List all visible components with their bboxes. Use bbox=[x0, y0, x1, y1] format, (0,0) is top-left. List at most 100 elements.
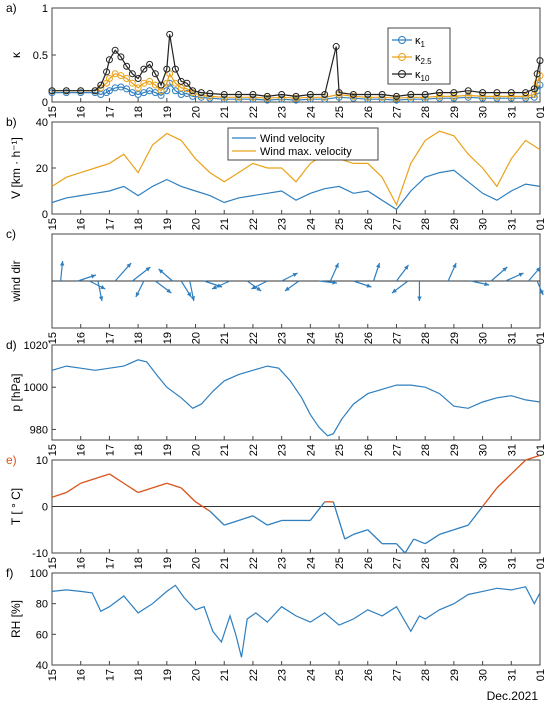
wind-arrow-head bbox=[417, 296, 422, 301]
x-tick-label: 31 bbox=[506, 106, 518, 118]
x-tick-label: 28 bbox=[420, 444, 432, 456]
x-tick-label: 17 bbox=[104, 669, 116, 681]
data-point bbox=[536, 57, 544, 65]
wind-arrow-head bbox=[366, 283, 372, 288]
wind-arrow-head bbox=[292, 273, 298, 277]
wind-arrow-head bbox=[135, 292, 140, 297]
series-line bbox=[51, 169, 541, 211]
series-segment bbox=[453, 524, 469, 531]
data-point bbox=[197, 89, 205, 97]
x-tick-label: 18 bbox=[133, 557, 145, 569]
data-point bbox=[533, 79, 541, 87]
series-segment bbox=[123, 482, 139, 494]
series-segment bbox=[309, 501, 326, 521]
x-tick-label: 15 bbox=[47, 444, 59, 456]
y-axis-label: wind dir bbox=[9, 260, 23, 302]
x-tick-label: 27 bbox=[391, 444, 403, 456]
panel-letter: f) bbox=[6, 566, 13, 580]
legend-label: κ2.5 bbox=[415, 52, 432, 66]
legend-label: κ10 bbox=[415, 69, 430, 83]
data-point bbox=[105, 75, 113, 82]
series-segment bbox=[51, 491, 67, 498]
data-point bbox=[436, 92, 444, 100]
wind-arrow-head bbox=[256, 286, 262, 291]
series-segment bbox=[353, 529, 368, 536]
data-point bbox=[292, 94, 300, 102]
y-tick-label: 20 bbox=[36, 163, 48, 175]
wind-arrow-head bbox=[518, 272, 524, 277]
series-line bbox=[51, 359, 541, 437]
x-tick-label: 29 bbox=[449, 444, 461, 456]
data-point bbox=[77, 89, 85, 97]
x-tick-label: 31 bbox=[506, 557, 518, 569]
data-point bbox=[105, 56, 113, 64]
x-tick-label: 17 bbox=[104, 106, 116, 118]
x-tick-label: 21 bbox=[219, 218, 231, 230]
panel-letter: c) bbox=[6, 227, 16, 241]
x-tick-label: 29 bbox=[449, 218, 461, 230]
data-point bbox=[306, 90, 314, 98]
wind-arrow-head bbox=[186, 292, 192, 297]
data-point bbox=[171, 87, 179, 95]
series-segment bbox=[180, 487, 196, 503]
x-tick-label: 23 bbox=[277, 557, 289, 569]
data-point bbox=[292, 96, 300, 104]
y-tick-label: 60 bbox=[36, 629, 48, 641]
data-point bbox=[263, 94, 271, 102]
data-point bbox=[235, 90, 243, 98]
data-point bbox=[392, 94, 400, 102]
x-tick-label: 18 bbox=[133, 332, 145, 344]
x-tick-label: 24 bbox=[305, 218, 317, 230]
x-tick-label: 20 bbox=[191, 106, 203, 118]
x-tick-label: 20 bbox=[191, 218, 203, 230]
legend-marker bbox=[398, 53, 406, 61]
data-point bbox=[123, 62, 131, 70]
data-point bbox=[464, 87, 472, 95]
x-tick-label: 21 bbox=[219, 669, 231, 681]
plot-frame bbox=[51, 344, 541, 441]
x-tick-label: 16 bbox=[76, 218, 88, 230]
x-tick-label: 26 bbox=[363, 557, 375, 569]
x-tick-label: 27 bbox=[391, 106, 403, 118]
series-segment bbox=[224, 519, 239, 526]
x-tick-label: 22 bbox=[248, 332, 260, 344]
wind-arrow-head bbox=[211, 285, 217, 290]
wind-arrow-head bbox=[502, 267, 508, 272]
y-axis-label: V [km · h⁻¹] bbox=[9, 137, 23, 199]
panel-letter: b) bbox=[6, 115, 17, 129]
data-point bbox=[249, 95, 257, 103]
data-point bbox=[349, 90, 357, 98]
data-point bbox=[111, 46, 119, 54]
panel-6: f) RH [%] 40 60 80 100 15 16 17 18 19 20 21 22 23 24 25 2… bbox=[6, 566, 547, 681]
series-segment bbox=[482, 487, 498, 507]
panel-1: a) κ 0 0.5 1 15 16 17 18 19 20 21 22 23 24 25 26 27 28 29 30… bbox=[6, 1, 547, 118]
data-point bbox=[407, 95, 415, 103]
data-point bbox=[421, 90, 429, 98]
data-point bbox=[421, 95, 429, 103]
wind-arrow-head bbox=[404, 265, 409, 270]
data-point bbox=[157, 91, 165, 99]
x-tick-label: 27 bbox=[391, 332, 403, 344]
x-tick-label: 28 bbox=[420, 669, 432, 681]
x-tick-label: 25 bbox=[334, 669, 346, 681]
data-point bbox=[263, 96, 271, 104]
x-tick-label: 17 bbox=[104, 557, 116, 569]
series-segment bbox=[525, 454, 541, 461]
data-point bbox=[364, 95, 372, 103]
x-tick-label: 24 bbox=[305, 557, 317, 569]
x-tick-label: 16 bbox=[76, 669, 88, 681]
x-tick-label: 22 bbox=[248, 669, 260, 681]
data-point bbox=[189, 87, 197, 95]
wind-arrow-head bbox=[166, 288, 172, 293]
data-point bbox=[436, 89, 444, 97]
wind-arrow-head bbox=[251, 285, 257, 289]
data-point bbox=[48, 87, 56, 95]
series-segment bbox=[238, 515, 254, 522]
x-tick-label: 20 bbox=[191, 669, 203, 681]
series-segment bbox=[267, 519, 282, 526]
x-tick-label: 31 bbox=[506, 669, 518, 681]
wind-arrow-head bbox=[126, 263, 132, 268]
x-tick-label: 24 bbox=[305, 106, 317, 118]
